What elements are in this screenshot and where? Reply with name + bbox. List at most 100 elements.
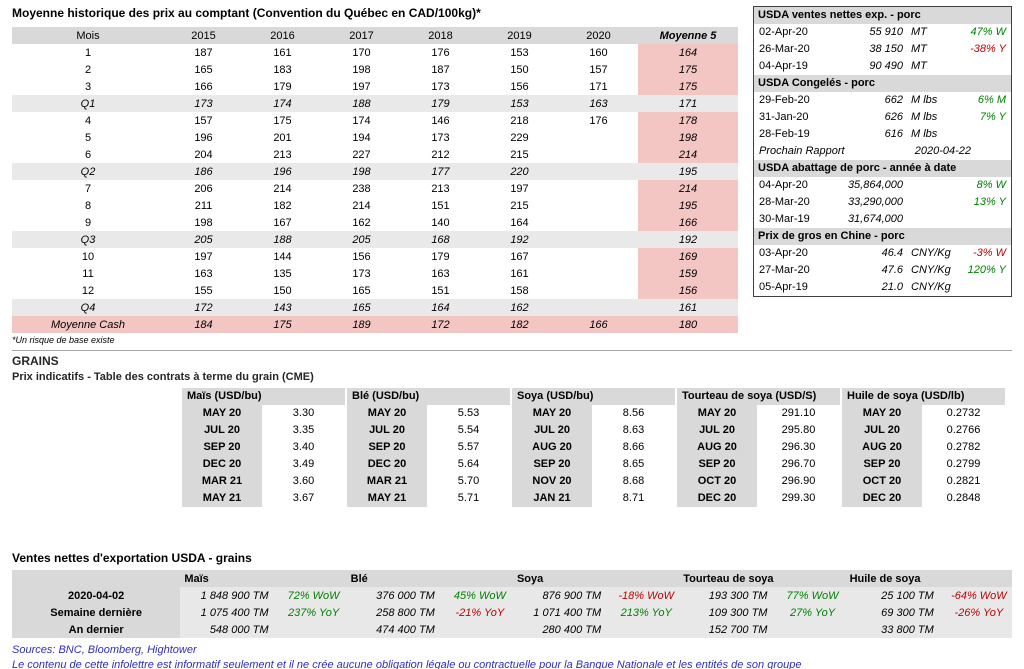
average-cell: 166 [638, 214, 738, 231]
price-row: Moyenne Cash 184 175 189 172 182 166 180 [12, 316, 738, 333]
price-row: 1 187 161 170 176 153 160 164 [12, 44, 738, 61]
grains-subtitle: Prix indicatifs - Table des contrats à t… [12, 371, 314, 383]
price-row: 3 166 179 197 173 156 171 175 [12, 78, 738, 95]
contract-month: SEP 20 [677, 456, 757, 473]
export-value: 109 300 TM [679, 604, 780, 621]
price-cell: 143 [243, 299, 322, 316]
price-cell: 173 [431, 131, 450, 144]
average-cell: 156 [638, 282, 738, 299]
contract-price: 0.2782 [946, 441, 981, 453]
contract-price: 0.2732 [946, 407, 981, 419]
grains-section-title: GRAINS [12, 354, 59, 368]
row-label: Q2 [12, 163, 164, 180]
price-cell: 204 [194, 148, 213, 161]
average-cell: 161 [638, 299, 738, 316]
report-change: 8% W [976, 179, 1006, 191]
futures-row: AUG 20 0.2782 [842, 439, 1005, 456]
row-label: 10 [81, 250, 95, 263]
futures-table-header: Maïs (USD/bu) [182, 388, 345, 405]
panel-row: 28-Mar-20 33,290,000 13% Y [754, 194, 1011, 211]
export-row-label: 2020-04-02 [12, 587, 181, 604]
export-value: 1 848 900 TM [180, 587, 281, 604]
price-row: 7 206 214 238 213 197 214 [12, 180, 738, 197]
price-cell [559, 282, 638, 299]
contract-month: MAR 21 [347, 473, 427, 490]
price-cell [559, 197, 638, 214]
price-cell: 183 [273, 63, 292, 76]
futures-row: DEC 20 3.49 [182, 456, 345, 473]
export-change: -18% WoW [613, 587, 680, 604]
contract-month: MAY 20 [677, 405, 757, 422]
contract-price: 5.71 [457, 492, 480, 504]
report-change [951, 58, 1006, 75]
price-row: 12 155 150 165 151 158 156 [12, 282, 738, 299]
report-change: 13% Y [973, 196, 1006, 208]
price-cell: 196 [243, 163, 322, 180]
cash-price-table-body: 1 187 161 170 176 153 160 164 2 165 183 198 187 150 15… [12, 44, 738, 333]
price-cell: 166 [559, 316, 638, 333]
futures-row: AUG 20 8.66 [512, 439, 675, 456]
contract-price: 8.71 [622, 492, 645, 504]
price-cell: 229 [510, 131, 529, 144]
price-cell: 214 [352, 199, 371, 212]
report-value: 46.4 [881, 247, 903, 259]
average-cell: 175 [638, 78, 738, 95]
price-row: Q3 205 188 205 168 192 192 [12, 231, 738, 248]
contract-month: JUL 20 [347, 422, 427, 439]
price-cell: 162 [480, 299, 559, 316]
price-cell [559, 129, 638, 146]
price-cell: 182 [480, 316, 559, 333]
price-cell: 215 [510, 148, 529, 161]
price-cell: 198 [322, 163, 401, 180]
price-cell: 175 [273, 114, 292, 127]
export-change [945, 621, 1012, 638]
export-value: 33 800 TM [845, 621, 946, 638]
export-table: Maïs Blé Soya Tourteau de soya Huile de soya… [12, 570, 1012, 638]
export-commodity-header: Huile de soya [845, 570, 946, 587]
contract-price: 8.56 [622, 407, 645, 419]
contract-month: JUL 20 [677, 422, 757, 439]
export-value: 258 800 TM [346, 604, 447, 621]
disclaimer-line: Le contenu de cette infolettre est infor… [12, 659, 802, 669]
contract-price: 5.53 [457, 407, 480, 419]
price-cell: 163 [431, 267, 450, 280]
futures-row: DEC 20 0.2848 [842, 490, 1005, 507]
price-cell: 144 [273, 250, 292, 263]
price-cell: 158 [510, 284, 529, 297]
export-header-blank [779, 570, 846, 587]
export-change: 213% YoY [613, 604, 680, 621]
futures-table: Blé (USD/bu) MAY 20 5.53 JUL 20 5.54 SEP 20 5.… [347, 388, 510, 507]
contract-price: 3.40 [292, 441, 315, 453]
price-cell: 189 [322, 316, 401, 333]
report-value: 31,674,000 [847, 213, 903, 225]
price-row: 6 204 213 227 212 215 214 [12, 146, 738, 163]
futures-table: Huile de soya (USD/lb) MAY 20 0.2732 JUL 20… [842, 388, 1005, 507]
price-cell: 164 [401, 299, 480, 316]
row-label: 4 [84, 114, 92, 127]
export-change [446, 621, 513, 638]
report-change: -38% Y [970, 43, 1006, 55]
average-cell: 171 [638, 95, 738, 112]
price-cell: 166 [194, 80, 213, 93]
row-label: 6 [84, 148, 92, 161]
price-cell: 188 [322, 95, 401, 112]
export-row: Semaine dernière 1 075 400 TM 237% YoY 258 … [12, 604, 1012, 621]
report-date: 28-Mar-20 [759, 196, 810, 208]
report-unit: M lbs [911, 111, 938, 123]
price-cell: 168 [401, 231, 480, 248]
export-commodity-header: Soya [512, 570, 614, 587]
report-unit [903, 194, 951, 211]
futures-row: MAY 21 5.71 [347, 490, 510, 507]
report-change [951, 126, 1006, 143]
row-label: Q3 [12, 231, 164, 248]
cash-price-section: Moyenne historique des prix au comptant … [12, 6, 746, 345]
futures-row: MAY 20 8.56 [512, 405, 675, 422]
price-cell: 218 [510, 114, 529, 127]
contract-month: DEC 20 [347, 456, 427, 473]
price-cell: 184 [164, 316, 243, 333]
report-date: 02-Apr-20 [759, 26, 808, 38]
price-cell: 179 [431, 250, 450, 263]
price-cell: 165 [322, 299, 401, 316]
futures-tables: Maïs (USD/bu) MAY 20 3.30 JUL 20 3.35 SEP 20 3… [182, 388, 1012, 507]
